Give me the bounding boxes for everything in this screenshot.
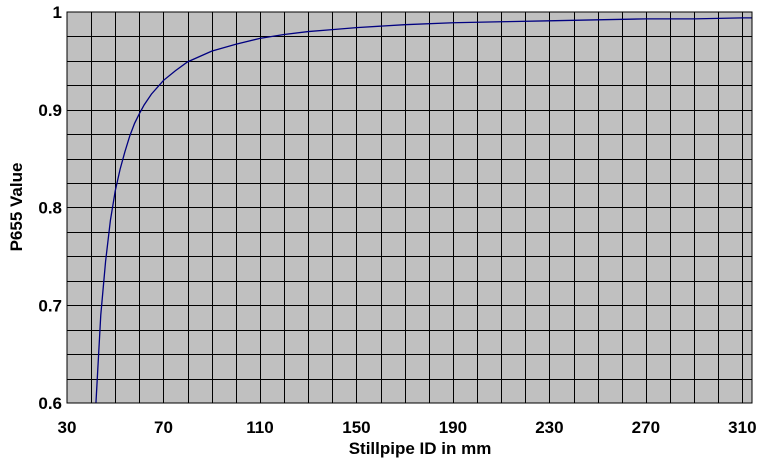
- x-tick-label: 110: [246, 418, 273, 437]
- y-tick-label: 0.7: [38, 296, 62, 315]
- x-axis-ticks: 30 70 110 150 190 230 270 310: [58, 418, 757, 437]
- y-tick-label: 1: [53, 3, 62, 22]
- plot-frame: [66, 11, 753, 404]
- y-tick-label: 0.6: [38, 394, 62, 413]
- grid: [67, 12, 752, 403]
- x-tick-label: 230: [535, 418, 563, 437]
- x-tick-label: 310: [728, 418, 756, 437]
- x-tick-label: 70: [154, 418, 173, 437]
- x-tick-label: 30: [58, 418, 77, 437]
- x-axis-title: Stillpipe ID in mm: [349, 439, 492, 458]
- y-tick-label: 0.9: [38, 101, 62, 120]
- y-axis-ticks: 0.6 0.7 0.8 0.9 1: [38, 3, 62, 413]
- y-tick-label: 0.8: [38, 199, 62, 218]
- x-tick-label: 150: [342, 418, 370, 437]
- x-tick-label: 270: [632, 418, 660, 437]
- y-axis-title: P655 Value: [7, 163, 26, 252]
- series-line: [95, 17, 752, 404]
- x-tick-label: 190: [439, 418, 467, 437]
